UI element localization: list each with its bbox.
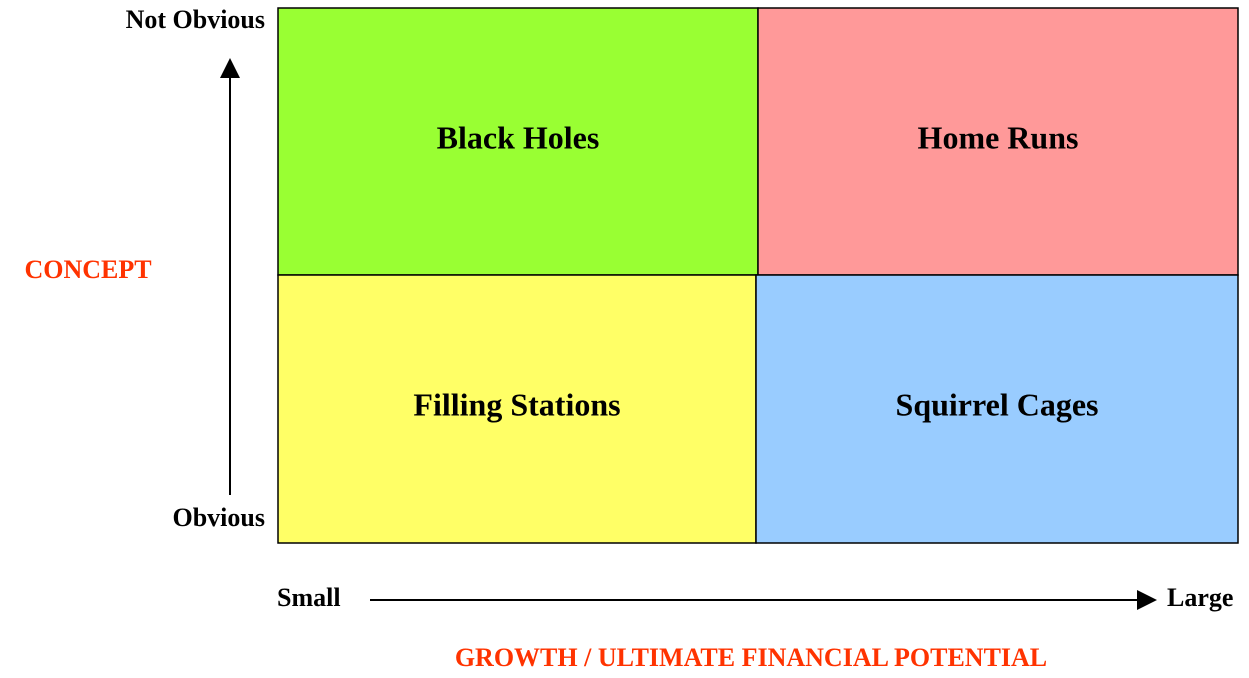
- quadrant-label: Squirrel Cages: [896, 386, 1099, 422]
- x-axis-title: GROWTH / ULTIMATE FINANCIAL POTENTIAL: [455, 643, 1047, 672]
- x-right-label: Large: [1167, 583, 1233, 612]
- quadrant-label: Home Runs: [918, 119, 1079, 155]
- y-axis-title: CONCEPT: [24, 255, 151, 284]
- quadrant-label: Filling Stations: [413, 386, 620, 422]
- quadrant-label: Black Holes: [437, 119, 600, 155]
- quadrant: [277, 7, 759, 276]
- y-bottom-label: Obvious: [173, 503, 266, 532]
- quadrant: [755, 274, 1239, 544]
- quadrant: [277, 274, 757, 544]
- quadrant: [757, 7, 1239, 276]
- y-top-label: Not Obvious: [126, 5, 265, 34]
- x-left-label: Small: [277, 583, 341, 612]
